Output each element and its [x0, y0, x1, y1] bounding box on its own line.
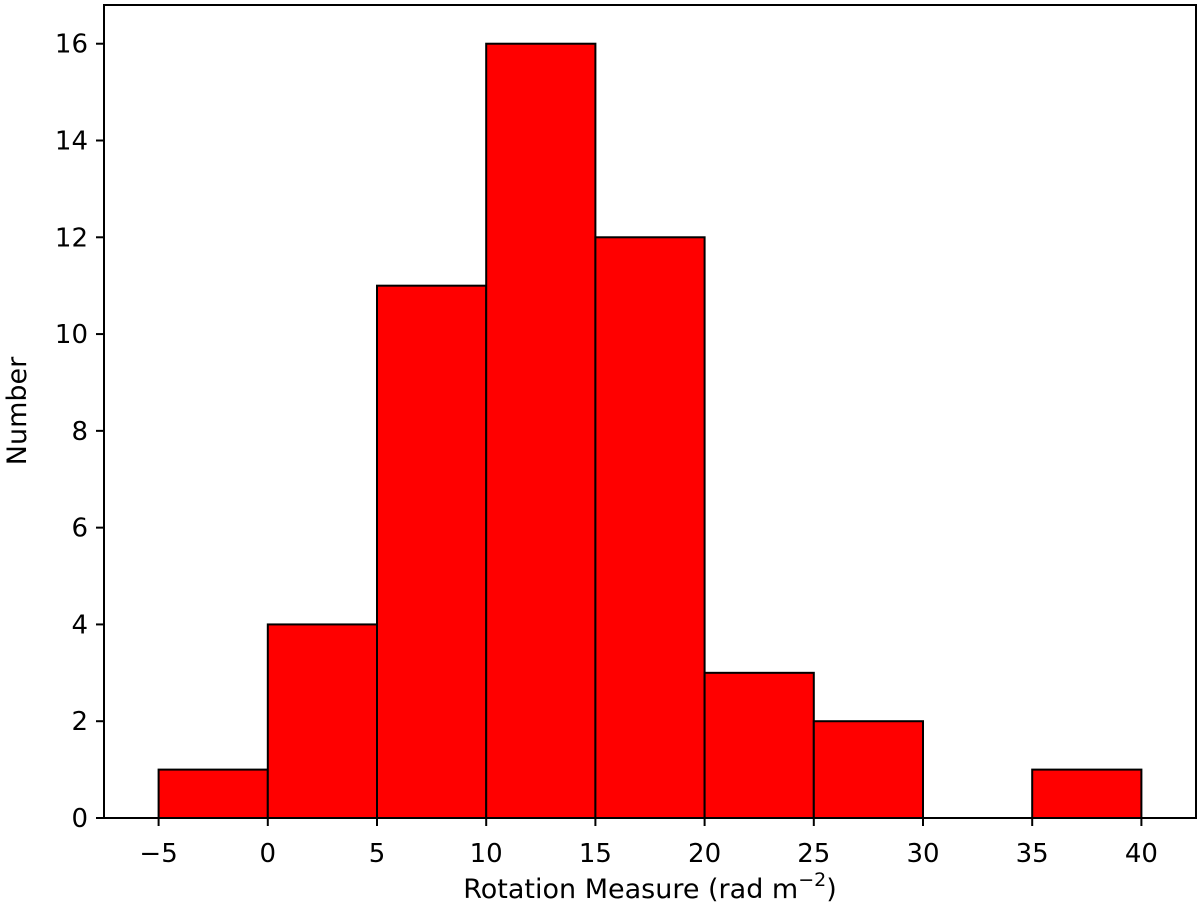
- y-tick-label: 6: [71, 514, 88, 544]
- histogram-bar: [485, 42, 597, 819]
- x-tick-label: 10: [470, 839, 503, 869]
- x-tick-label: 40: [1125, 839, 1158, 869]
- y-tick-label: 16: [55, 30, 88, 60]
- y-tick-label: 8: [71, 417, 88, 447]
- x-tick-label: 30: [906, 839, 939, 869]
- x-axis-label: Rotation Measure (rad m−2): [463, 869, 837, 905]
- y-tick-label: 10: [55, 320, 88, 350]
- bars-group: [157, 42, 1143, 820]
- plot-frame: [103, 4, 1197, 819]
- y-axis-label: Number: [2, 356, 33, 465]
- histogram-bar: [266, 623, 378, 820]
- x-axis: −5 0 5 10 15 20 25 30 35 40: [139, 818, 1158, 869]
- x-tick-label: −5: [139, 839, 177, 869]
- x-axis-label-superscript: −2: [798, 869, 826, 891]
- histogram-bar: [157, 768, 269, 819]
- y-tick-label: 12: [55, 223, 88, 253]
- y-tick-label: 0: [71, 804, 88, 834]
- histogram-bar: [594, 236, 706, 820]
- x-tick-label: 25: [797, 839, 830, 869]
- y-axis: 0 2 4 6 8 10 12 14 16: [55, 30, 104, 834]
- y-tick-label: 2: [71, 707, 88, 737]
- histogram-bar: [1031, 768, 1143, 819]
- x-tick-label: 5: [369, 839, 386, 869]
- histogram-bar: [376, 284, 488, 819]
- y-tick-label: 14: [55, 127, 88, 157]
- histogram-bar: [812, 720, 924, 820]
- x-tick-label: 20: [688, 839, 721, 869]
- x-tick-label: 35: [1016, 839, 1049, 869]
- x-tick-label: 0: [260, 839, 277, 869]
- x-tick-label: 15: [579, 839, 612, 869]
- y-tick-label: 4: [71, 610, 88, 640]
- histogram-bar: [703, 671, 815, 819]
